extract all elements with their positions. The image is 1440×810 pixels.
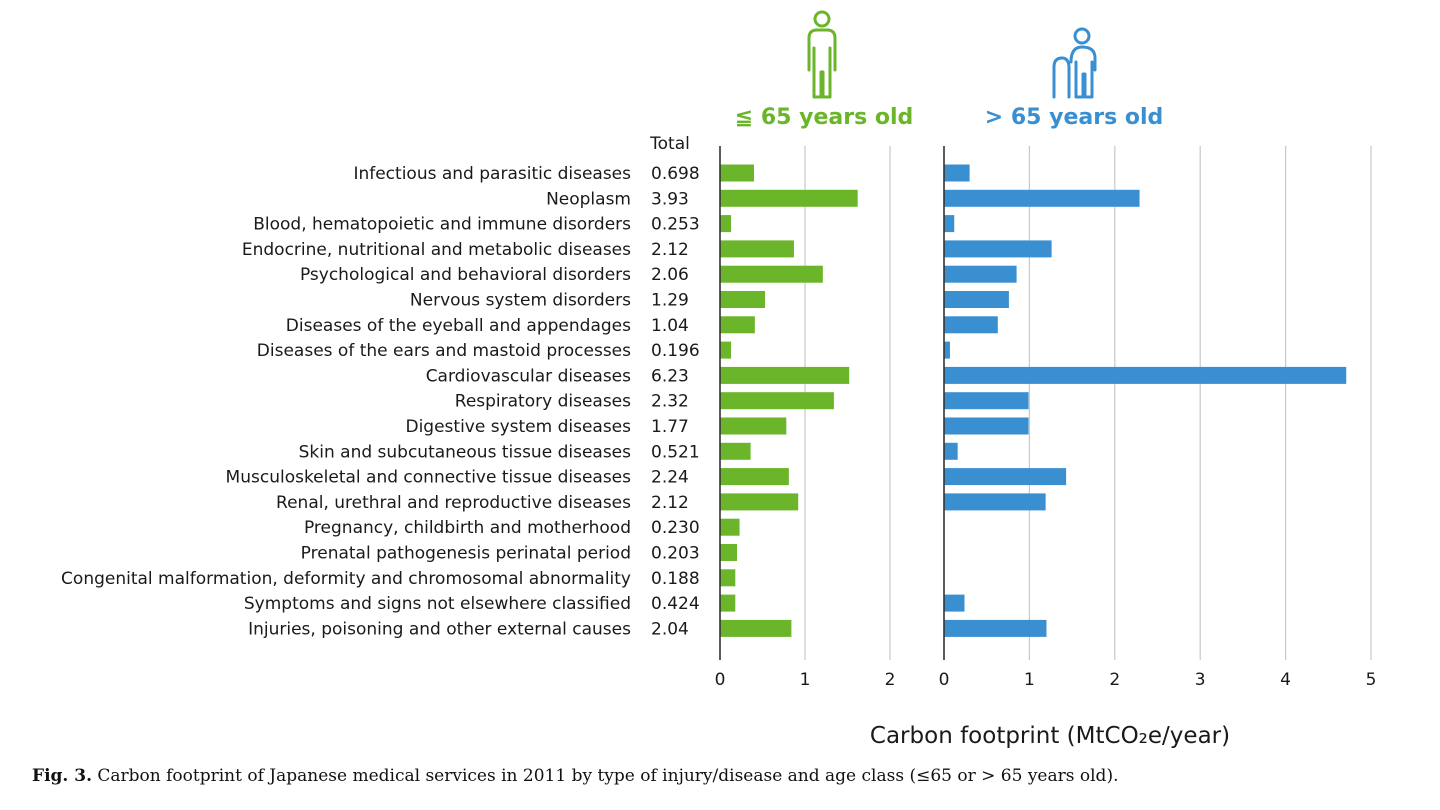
bar-young [720, 291, 766, 308]
x-tick-label-old: 0 [939, 670, 950, 690]
total-value: 0.203 [651, 544, 700, 564]
category-label: Blood, hematopoietic and immune disorder… [253, 215, 631, 235]
bar-old [944, 493, 1046, 511]
category-label: Injuries, poisoning and other external c… [248, 619, 631, 639]
total-value: 2.24 [651, 468, 689, 488]
bar-young [720, 518, 740, 536]
category-label: Cardiovascular diseases [426, 366, 631, 386]
total-value: 0.424 [651, 594, 700, 614]
bar-old [944, 265, 1017, 283]
category-label: Skin and subcutaneous tissue diseases [299, 442, 632, 462]
category-label: Pregnancy, childbirth and motherhood [304, 518, 631, 538]
total-value: 2.12 [651, 493, 689, 513]
bar-young [720, 569, 736, 587]
category-label: Digestive system diseases [405, 417, 631, 437]
bar-old [944, 164, 970, 182]
total-value: 0.196 [651, 341, 700, 361]
total-value: 1.77 [651, 417, 689, 437]
bar-young [720, 189, 858, 207]
chart: Total Infectious and parasitic diseases 0.… [61, 10, 1377, 749]
category-label: Neoplasm [546, 189, 631, 209]
bar-old [944, 341, 950, 359]
category-label: Congenital malformation, deformity and c… [61, 569, 631, 589]
caption-text: Carbon footprint of Japanese medical ser… [97, 766, 1119, 786]
bar-old [944, 417, 1029, 435]
category-label: Diseases of the eyeball and appendages [286, 316, 631, 336]
bar-old [944, 468, 1067, 486]
category-label: Musculoskeletal and connective tissue di… [226, 468, 632, 488]
bar-young [720, 164, 754, 182]
total-value: 2.32 [651, 392, 689, 412]
x-axis-label: Carbon footprint (MtCO₂e/year) [870, 723, 1230, 749]
bar-young [720, 392, 834, 410]
total-value: 1.29 [651, 291, 689, 311]
bar-old [944, 316, 998, 334]
category-label: Respiratory diseases [455, 392, 631, 412]
bar-young [720, 341, 732, 359]
series-title-old: > 65 years old [985, 105, 1163, 130]
bar-young [720, 594, 736, 612]
bar-old [944, 619, 1047, 637]
bar-old [944, 291, 1009, 308]
total-value: 2.04 [651, 619, 689, 639]
bar-young [720, 544, 737, 561]
totals-header: Total [649, 134, 690, 154]
category-label: Renal, urethral and reproductive disease… [276, 493, 631, 513]
category-label: Endocrine, nutritional and metabolic dis… [242, 240, 631, 260]
bar-young [720, 493, 799, 511]
total-value: 0.230 [651, 518, 700, 538]
total-value: 0.188 [651, 569, 700, 589]
bar-old [944, 215, 955, 233]
bar-old [944, 392, 1029, 410]
series-title-young: ≦ 65 years old [735, 105, 913, 130]
x-tick-label-young: 2 [885, 670, 896, 690]
category-label: Diseases of the ears and mastoid process… [257, 341, 631, 361]
bar-young [720, 265, 823, 283]
category-label: Prenatal pathogenesis perinatal period [301, 544, 631, 564]
total-value: 0.253 [651, 215, 700, 235]
young-person-icon [807, 10, 837, 99]
bar-young [720, 468, 789, 486]
x-tick-label-old: 4 [1280, 670, 1291, 690]
total-value: 0.698 [651, 164, 700, 184]
total-value: 6.23 [651, 366, 689, 386]
category-label: Symptoms and signs not elsewhere classif… [244, 594, 631, 614]
total-value: 1.04 [651, 316, 689, 336]
bar-young [720, 316, 755, 334]
x-tick-label-old: 2 [1109, 670, 1120, 690]
caption-label: Fig. 3. [32, 766, 92, 786]
category-label: Infectious and parasitic diseases [353, 164, 631, 184]
total-value: 2.12 [651, 240, 689, 260]
figure-caption: Fig. 3. Carbon footprint of Japanese med… [32, 766, 1432, 786]
bar-young [720, 417, 787, 435]
x-tick-label-old: 5 [1366, 670, 1377, 690]
bar-old [944, 366, 1347, 384]
elderly-person-icon [1052, 27, 1097, 99]
bar-young [720, 619, 792, 637]
bar-young [720, 442, 751, 460]
total-value: 0.521 [651, 442, 700, 462]
total-value: 2.06 [651, 265, 689, 285]
bar-old [944, 594, 965, 612]
x-tick-label-young: 0 [715, 670, 726, 690]
x-tick-label-old: 3 [1195, 670, 1206, 690]
x-tick-label-old: 1 [1024, 670, 1035, 690]
bar-young [720, 240, 794, 258]
bar-old [944, 189, 1140, 207]
bar-old [944, 442, 958, 460]
category-label: Nervous system disorders [410, 291, 631, 311]
bar-young [720, 366, 850, 384]
category-label: Psychological and behavioral disorders [300, 265, 631, 285]
bar-young [720, 215, 732, 233]
total-value: 3.93 [651, 189, 689, 209]
x-tick-label-young: 1 [800, 670, 811, 690]
bar-old [944, 240, 1052, 258]
